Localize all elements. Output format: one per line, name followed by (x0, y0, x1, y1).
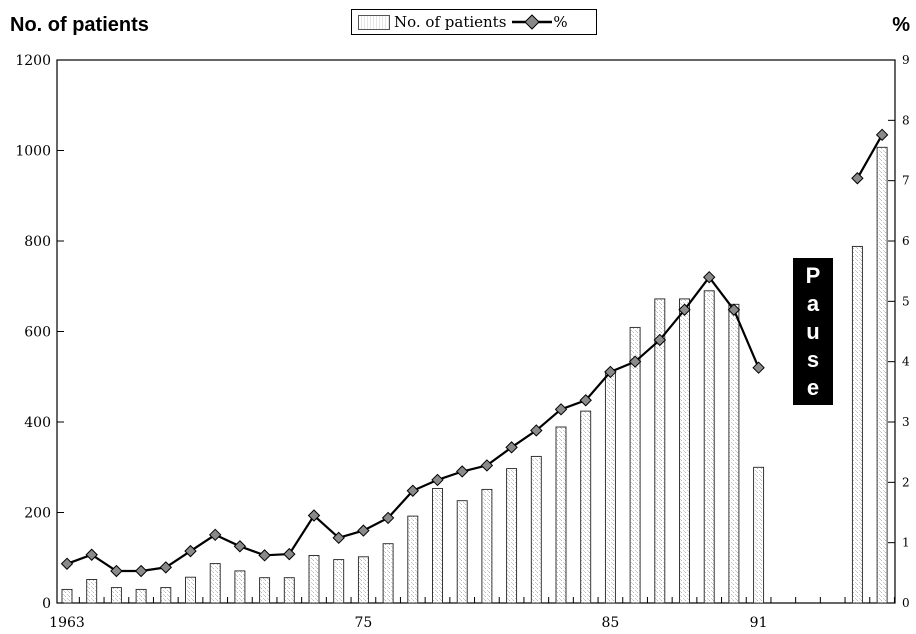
percent-point (530, 424, 543, 437)
percent-point (85, 548, 98, 561)
percent-point (505, 441, 518, 454)
bar (530, 455, 542, 604)
bar (86, 579, 98, 604)
right-tick-label: 9 (902, 53, 910, 67)
bar (555, 426, 567, 604)
percent-point (653, 333, 667, 347)
legend-bar-swatch (358, 14, 390, 30)
left-tick-label: 1000 (15, 144, 51, 160)
bar (432, 488, 443, 604)
left-tick-label: 600 (24, 325, 51, 341)
pause-letter: P (805, 262, 821, 288)
percent-point (307, 509, 321, 522)
percent-point (752, 361, 765, 374)
pause-letter: e (806, 374, 820, 400)
percent-point (851, 172, 864, 185)
bar (283, 577, 295, 604)
bar (851, 245, 863, 604)
percent-point (406, 484, 420, 497)
percent-point (233, 540, 247, 553)
percent-point (134, 564, 148, 578)
bar (61, 588, 73, 604)
right-tick-label: 0 (902, 596, 910, 610)
legend-line-label: % (553, 13, 568, 31)
left-tick-label: 1200 (15, 53, 51, 69)
bar (580, 410, 592, 604)
bar (876, 146, 888, 604)
x-tick-label: 85 (601, 615, 619, 631)
percent-point (678, 303, 691, 316)
percent-point (357, 524, 370, 537)
bar (308, 555, 320, 604)
left-axis-title: No. of patients (10, 14, 149, 36)
bar (481, 488, 493, 604)
pause-letter: s (806, 346, 820, 372)
right-tick-label: 4 (902, 355, 910, 369)
percent-point (110, 564, 123, 578)
percent-point (159, 561, 173, 574)
pause-letter: a (806, 290, 820, 316)
bar (382, 543, 394, 604)
bar (506, 468, 518, 604)
right-tick-label: 5 (902, 294, 910, 308)
pause-annotation: P a u s e (793, 258, 833, 405)
percent-point (283, 547, 296, 561)
left-tick-label: 200 (24, 506, 51, 522)
bar (110, 587, 122, 604)
bar (333, 559, 345, 604)
percent-point (332, 531, 345, 545)
right-tick-label: 8 (902, 113, 910, 127)
percent-point (579, 394, 592, 407)
percent-point (60, 557, 74, 570)
left-tick-label: 0 (42, 596, 51, 612)
percent-point (184, 544, 197, 558)
percent-point (258, 549, 271, 562)
bar (259, 577, 271, 604)
right-tick-label: 1 (902, 536, 910, 550)
bar (753, 466, 765, 604)
percent-point (554, 403, 568, 416)
percent-point (727, 303, 741, 316)
bar (654, 298, 666, 604)
bar (209, 563, 221, 604)
percent-point (208, 528, 222, 542)
right-tick-label: 3 (902, 415, 910, 429)
bar (679, 298, 690, 604)
x-tick-label: 1963 (49, 615, 85, 631)
legend: No. of patients % (351, 9, 597, 35)
percent-point (604, 365, 617, 379)
bar (629, 326, 641, 604)
right-tick-label: 2 (902, 475, 910, 489)
bar (703, 290, 715, 604)
bar (135, 588, 147, 604)
percent-point (628, 355, 642, 368)
left-tick-label: 400 (24, 415, 51, 431)
bar (456, 500, 468, 604)
bar (160, 587, 172, 604)
x-tick-label: 75 (354, 615, 372, 631)
bar (604, 370, 616, 604)
bar (234, 570, 246, 604)
x-tick-label: 91 (750, 615, 768, 631)
legend-bar-label: No. of patients (394, 13, 507, 31)
bar (728, 303, 740, 604)
right-axis-title: % (892, 14, 910, 36)
plot-area-frame (56, 59, 896, 604)
percent-point (381, 511, 395, 525)
percent-point (875, 128, 889, 142)
legend-line-symbol (512, 14, 553, 30)
percent-point (702, 270, 716, 284)
bar (357, 556, 369, 604)
right-tick-label: 6 (902, 234, 910, 248)
percent-line (856, 134, 884, 179)
percent-point (431, 473, 444, 487)
percent-point (455, 465, 469, 478)
percent-point (480, 459, 494, 472)
right-tick-label: 7 (902, 174, 910, 188)
left-tick-label: 800 (24, 234, 51, 250)
bar (185, 576, 196, 604)
bar (407, 515, 419, 604)
pause-letter: u (806, 318, 820, 344)
